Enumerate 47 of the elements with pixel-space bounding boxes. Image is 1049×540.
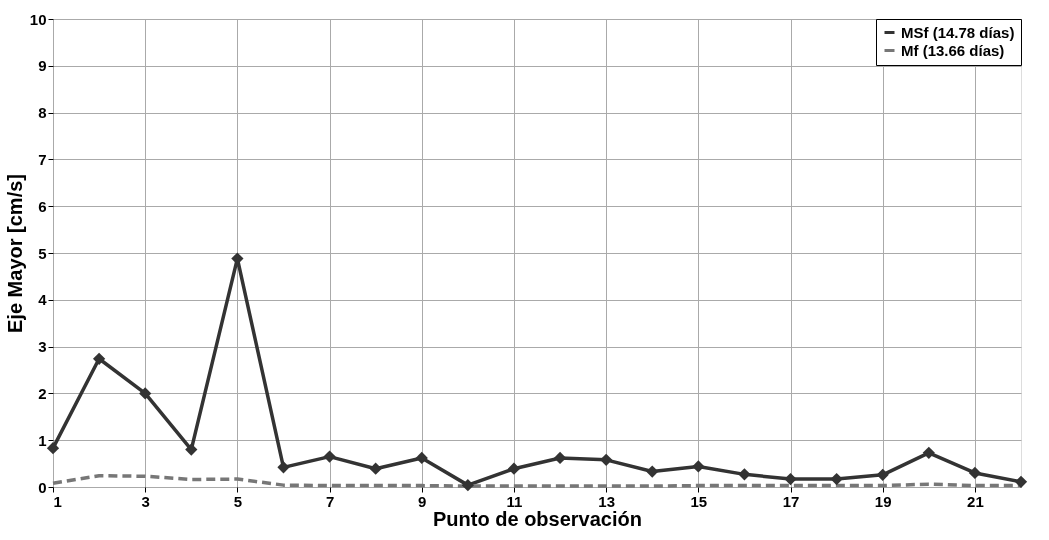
y-tick-label: 3	[38, 338, 47, 356]
legend-label: MSf (14.78 días)	[901, 23, 1015, 41]
point	[922, 446, 935, 459]
point	[369, 462, 382, 475]
point	[553, 451, 567, 465]
x-tick-label: 11	[506, 492, 523, 510]
point	[784, 472, 797, 486]
legend-label: Mf (13.66 días)	[901, 41, 1005, 59]
point	[968, 466, 982, 480]
x-tick-label: 7	[325, 492, 335, 510]
y-axis-title: Eje Mayor [cm/s]	[3, 174, 26, 333]
point	[139, 387, 152, 400]
x-tick-label: 5	[233, 492, 243, 510]
point	[646, 465, 659, 478]
point	[461, 479, 474, 492]
point	[876, 468, 889, 481]
y-tick-label: 2	[38, 384, 47, 402]
x-tick-label: 13	[598, 492, 615, 510]
y-tick-label: 6	[38, 197, 47, 215]
y-tick-label: 0	[38, 478, 47, 496]
y-tick-label: 10	[29, 10, 47, 28]
y-tick-label: 5	[38, 244, 47, 262]
point	[600, 453, 613, 466]
x-tick-label: 15	[690, 492, 708, 510]
x-axis-title: Punto de observación	[433, 507, 642, 530]
x-tick-label: 19	[874, 492, 892, 510]
point	[277, 461, 290, 474]
point	[738, 468, 751, 481]
x-tick-label: 1	[53, 492, 62, 510]
y-tick-label: 9	[38, 57, 47, 75]
point	[46, 442, 60, 455]
point	[185, 443, 198, 456]
x-tick-label: 3	[141, 492, 150, 510]
y-tick-label: 4	[38, 291, 48, 309]
point	[1014, 475, 1028, 488]
y-tick-label: 8	[38, 104, 47, 122]
point	[415, 451, 428, 465]
y-tick-label: 7	[38, 150, 47, 168]
x-tick-label: 21	[967, 492, 984, 510]
point	[92, 352, 106, 365]
point	[507, 462, 521, 475]
point	[692, 460, 705, 473]
x-tick-label: 9	[418, 492, 427, 510]
point	[830, 472, 843, 486]
x-tick-label: 17	[782, 492, 800, 510]
y-tick-label: 1	[38, 431, 47, 449]
point	[323, 450, 336, 463]
